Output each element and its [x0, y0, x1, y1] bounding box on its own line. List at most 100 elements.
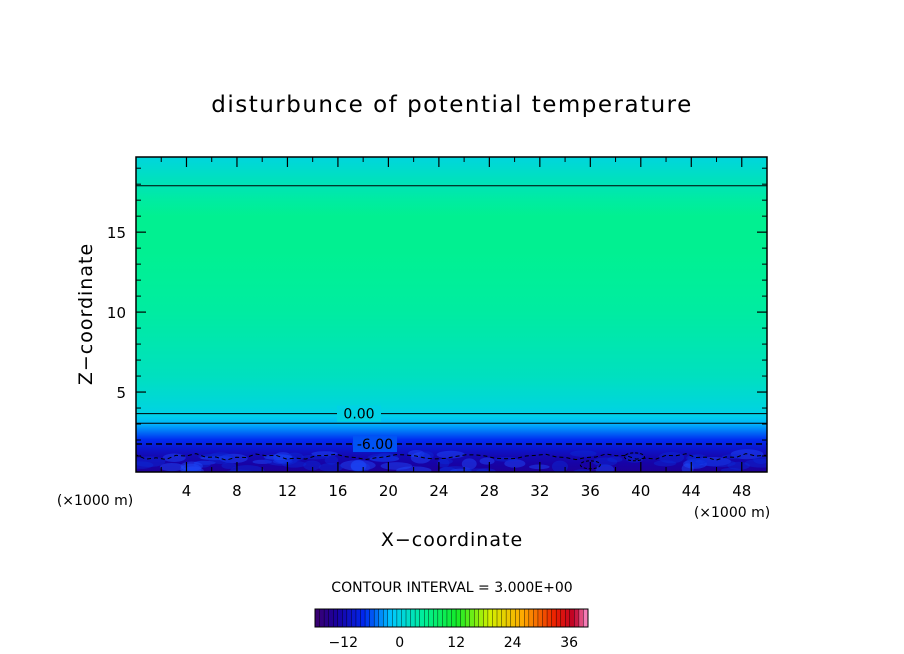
field-blotch	[461, 458, 477, 470]
x-tick-label: 28	[480, 482, 499, 500]
contour-label-bg	[353, 436, 397, 453]
colorbar-cell	[314, 608, 321, 628]
y-tick-label: 5	[116, 384, 126, 402]
colorbar-cell	[414, 608, 421, 628]
field-blotch	[695, 457, 732, 467]
field-blotch	[686, 454, 700, 462]
colorbar-cell	[551, 608, 557, 628]
colorbar-cell	[410, 608, 416, 628]
field-blotch	[276, 454, 293, 464]
colorbar-tick-label: 12	[447, 635, 465, 651]
field-blotch	[282, 460, 307, 468]
colorbar-cell	[478, 608, 484, 628]
plot-frame	[135, 156, 768, 473]
colorbar-cell	[328, 608, 334, 628]
x-tick-label: 44	[682, 482, 701, 500]
colorbar-cell	[505, 608, 512, 628]
colorbar-cell	[519, 608, 525, 628]
colorbar-cell	[401, 608, 407, 628]
colorbar-cell	[569, 608, 575, 628]
x-tick-label: 12	[278, 482, 297, 500]
colorbar-cell	[555, 608, 562, 628]
field-blotch	[693, 458, 708, 464]
contour-label: -6.00	[357, 437, 393, 453]
colorbar-cell	[369, 608, 375, 628]
field-blotch	[437, 458, 450, 468]
field-blotch	[207, 452, 234, 464]
field-blotch	[263, 454, 293, 460]
field-blotch	[159, 462, 184, 472]
x-tick-label: 16	[328, 482, 347, 500]
field-blotch	[683, 459, 708, 469]
field-blotch	[703, 459, 736, 468]
x-unit-label-right: (×1000 m)	[694, 505, 770, 521]
field-blotch	[273, 452, 293, 464]
colorbar-frame	[314, 608, 589, 628]
field-blotch	[377, 452, 394, 460]
colorbar-cell	[323, 608, 330, 628]
colorbar-cell	[542, 608, 548, 628]
field-blotch	[476, 468, 496, 472]
field-blotch	[136, 456, 166, 468]
field-blotch	[136, 461, 154, 469]
field-blotch	[727, 461, 750, 470]
x-tick-label: 36	[581, 482, 600, 500]
field-blotch	[162, 453, 186, 462]
heatmap-field	[136, 157, 767, 472]
colorbar-cell	[378, 608, 384, 628]
field-blotch	[285, 452, 304, 462]
colorbar-cell	[383, 608, 389, 628]
field-blotch	[449, 468, 472, 472]
field-blotch	[479, 457, 495, 465]
colorbar-cell	[487, 608, 493, 628]
colorbar-cell	[364, 608, 371, 628]
colorbar-cell	[546, 608, 553, 628]
colorbar-cell	[460, 608, 466, 628]
field-blotch	[219, 453, 248, 464]
colorbar-cell	[424, 608, 430, 628]
field-blotch	[324, 455, 339, 465]
colorbar-tick-label: 0	[395, 635, 404, 651]
contour-label-bg	[337, 405, 381, 422]
x-axis-title: X−coordinate	[381, 529, 523, 551]
colorbar-cell	[355, 608, 362, 628]
field-blotch	[551, 460, 568, 472]
colorbar-cell	[392, 608, 398, 628]
contour-line	[136, 453, 767, 461]
x-tick-label: 40	[631, 482, 650, 500]
field-blotch	[438, 467, 458, 472]
field-blotch	[687, 462, 706, 469]
field-blotch	[193, 460, 216, 465]
colorbar-cell	[437, 608, 443, 628]
colorbar-cell	[446, 608, 453, 628]
colorbar-cell	[578, 608, 584, 628]
field-blotch	[180, 463, 202, 472]
y-tick-label: 15	[107, 224, 126, 242]
colorbar-cell	[464, 608, 471, 628]
field-blotch	[340, 460, 376, 471]
field-blotch	[592, 457, 618, 467]
field-blotch	[272, 453, 290, 459]
field-blotch	[408, 449, 425, 458]
colorbar-cell	[337, 608, 343, 628]
x-unit-label-left: (×1000 m)	[57, 493, 133, 509]
field-blotch	[658, 451, 685, 464]
field-blotch	[465, 468, 489, 472]
field-blotch	[181, 466, 204, 472]
field-blotch	[303, 460, 321, 471]
colorbar-cell	[405, 608, 412, 628]
colorbar-cell	[346, 608, 352, 628]
field-blotch	[350, 460, 367, 472]
field-blotch	[720, 467, 742, 472]
colorbar-cell	[451, 608, 457, 628]
colorbar-cell	[510, 608, 516, 628]
x-tick-label: 20	[379, 482, 398, 500]
field-blotch	[369, 455, 400, 462]
colorbar-cell	[560, 608, 566, 628]
x-tick-label: 24	[429, 482, 448, 500]
colorbar-cell	[492, 608, 498, 628]
colorbar-cell	[528, 608, 534, 628]
field-blotch	[318, 463, 344, 472]
